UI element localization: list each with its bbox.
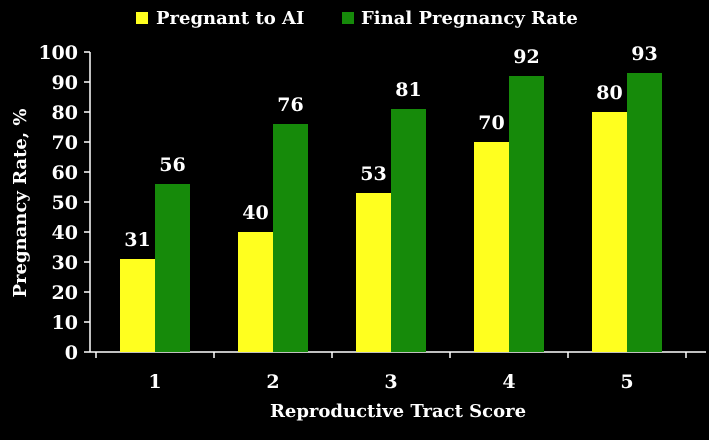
x-axis-title: Reproductive Tract Score [270,401,526,422]
axes: 0 10 20 30 40 50 60 70 80 90 100 1 2 3 4 5 [38,42,706,393]
y-tick-label: 0 [65,342,78,364]
x-tick-label: 5 [620,371,633,393]
bar-final-pregnancy-rate-4 [509,76,544,352]
bar-final-pregnancy-rate-1 [155,184,190,352]
data-label-pregnant-to-ai-3: 53 [360,163,386,185]
bar-pregnant-to-ai-3 [356,193,391,352]
bar-final-pregnancy-rate-5 [627,73,662,352]
legend-swatch-pregnant-to-ai [136,12,148,24]
data-label-pregnant-to-ai-4: 70 [478,112,504,134]
data-label-pregnant-to-ai-2: 40 [242,202,268,224]
legend: Pregnant to AI Final Pregnancy Rate [136,8,578,29]
data-label-final-pregnancy-rate-4: 92 [513,46,539,68]
y-tick-label: 70 [52,132,78,154]
bar-final-pregnancy-rate-2 [273,124,308,352]
data-labels: 31 56 40 76 53 81 70 92 80 93 [124,43,657,251]
y-tick-label: 100 [38,42,78,64]
data-label-final-pregnancy-rate-2: 76 [277,94,303,116]
data-label-pregnant-to-ai-5: 80 [596,82,622,104]
y-tick-label: 60 [52,162,78,184]
y-tick-label: 90 [52,72,78,94]
bar-pregnant-to-ai-1 [120,259,155,352]
y-tick-label: 20 [52,282,78,304]
bar-pregnant-to-ai-5 [592,112,627,352]
data-label-final-pregnancy-rate-5: 93 [631,43,657,65]
x-tick-label: 1 [148,371,161,393]
x-tick-label: 2 [266,371,279,393]
legend-swatch-final-pregnancy-rate [342,12,354,24]
legend-label-pregnant-to-ai: Pregnant to AI [156,8,304,29]
legend-label-final-pregnancy-rate: Final Pregnancy Rate [361,8,578,29]
y-tick-label: 80 [52,102,78,124]
bar-final-pregnancy-rate-3 [391,109,426,352]
x-tick-label: 3 [384,371,397,393]
x-tick-label: 4 [502,371,515,393]
y-axis-title: Pregnancy Rate, % [10,108,31,297]
y-tick-label: 10 [52,312,78,334]
y-tick-label: 40 [52,222,78,244]
data-label-pregnant-to-ai-1: 31 [124,229,150,251]
bars [120,73,662,352]
bar-pregnant-to-ai-4 [474,142,509,352]
data-label-final-pregnancy-rate-3: 81 [395,79,421,101]
bar-pregnant-to-ai-2 [238,232,273,352]
y-tick-label: 50 [52,192,78,214]
data-label-final-pregnancy-rate-1: 56 [159,154,185,176]
y-tick-label: 30 [52,252,78,274]
